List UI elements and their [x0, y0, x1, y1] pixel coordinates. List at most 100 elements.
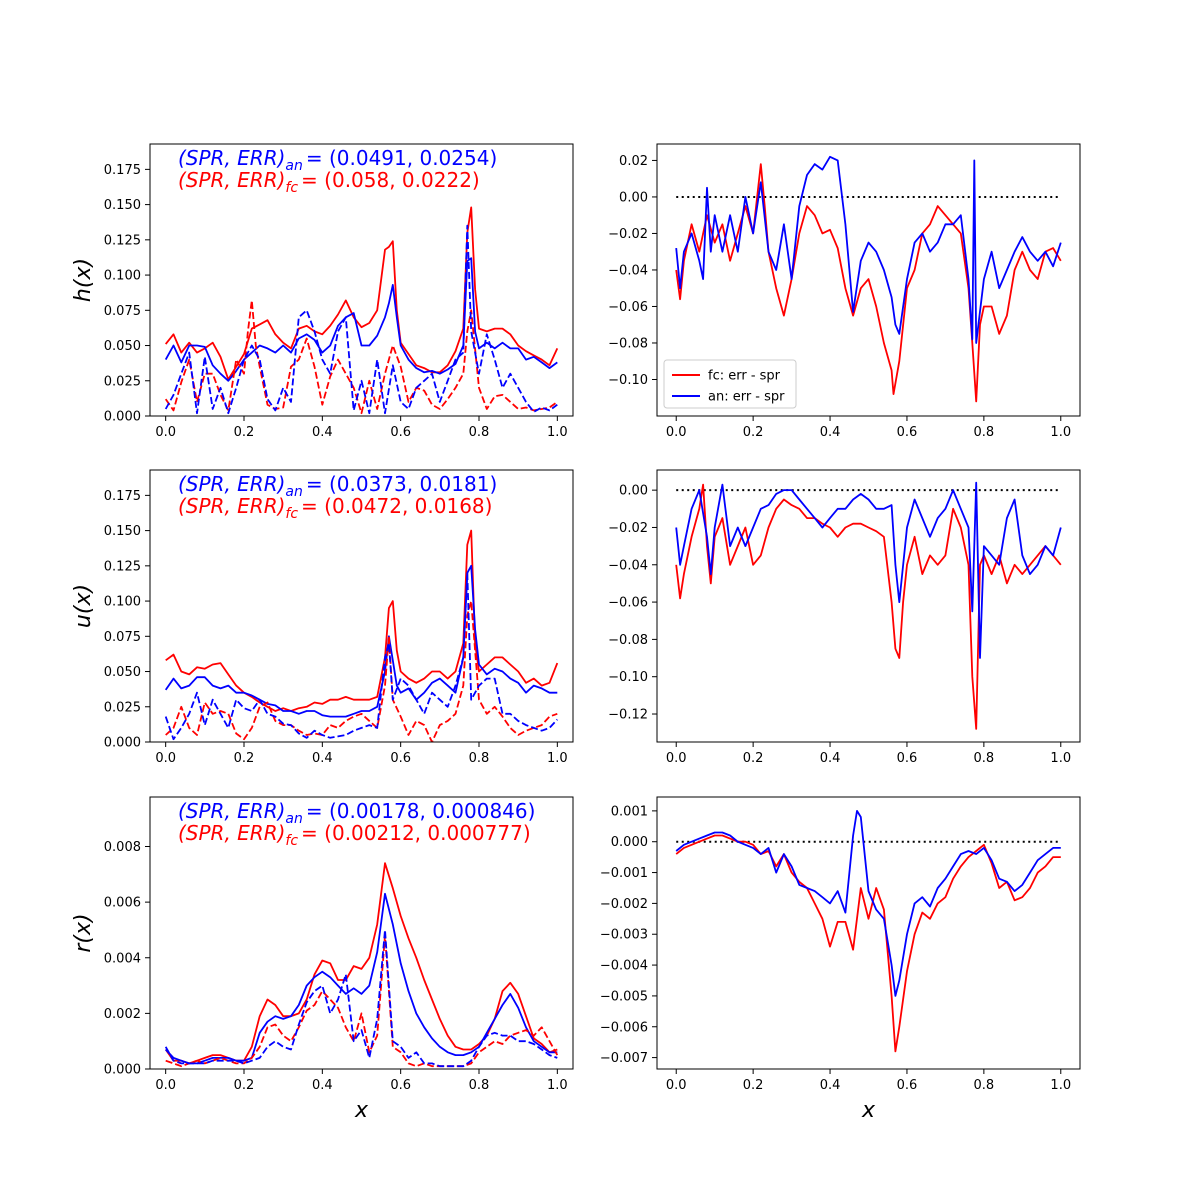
- stat-annotation-an: (SPR, ERR)an = (0.0373, 0.0181): [178, 472, 497, 500]
- panels-group: 0.0 0.2 0.4 0.6 0.8 1.0 0.000 0.025 0.050 0.075 0.…: [71, 143, 1081, 1123]
- series-line-fc-solid: [165, 529, 559, 712]
- y-tick-label: 0.001: [611, 804, 648, 819]
- y-tick-label: −0.10: [608, 670, 648, 685]
- x-tick-label: 0.2: [743, 751, 764, 766]
- series-line-an-solid: [675, 481, 1062, 659]
- y-axis-label: r(x): [71, 913, 96, 952]
- y-tick-label: 0.125: [104, 233, 141, 248]
- series-group: [164, 206, 559, 415]
- y-tick-label: 0.000: [104, 1063, 141, 1078]
- x-tick-label: 0.2: [234, 425, 255, 440]
- legend-label-an: an: err - spr: [708, 390, 785, 405]
- y-tick-label: −0.08: [608, 633, 648, 648]
- series-line-fc-solid: [164, 206, 559, 381]
- series-line-fc-dashed: [164, 299, 558, 415]
- axes-frame: [656, 469, 1081, 743]
- y-tick-label: −0.04: [608, 558, 648, 573]
- y-tick-label: 0.125: [104, 559, 141, 574]
- series-line-an-dashed: [164, 929, 558, 1068]
- y-tick-label: −0.02: [608, 227, 648, 242]
- x-tick-label: 0.4: [312, 751, 333, 766]
- y-tick-label: 0.075: [104, 304, 141, 319]
- x-tick-label: 0.6: [390, 751, 411, 766]
- x-tick-label: 1.0: [1050, 751, 1071, 766]
- x-tick-label: 0.4: [820, 751, 841, 766]
- series-line-fc-solid: [675, 483, 1062, 730]
- y-tick-label: 0.006: [104, 896, 141, 911]
- y-tick-label: −0.004: [600, 959, 648, 974]
- annotation-value: = (0.0373, 0.0181): [306, 472, 497, 496]
- x-tick-label: 0.6: [390, 1078, 411, 1093]
- y-tick-label: −0.003: [600, 928, 648, 943]
- panel-u_main: 0.0 0.2 0.4 0.6 0.8 1.0 0.000 0.025 0.050 0.075 0.…: [71, 469, 574, 766]
- y-tick-label: −0.002: [600, 897, 648, 912]
- y-tick-label: −0.04: [608, 263, 648, 278]
- x-tick-label: 1.0: [547, 1078, 568, 1093]
- annotation-value: = (0.00178, 0.000846): [306, 799, 536, 823]
- series-line-fc-dashed: [165, 600, 558, 742]
- y-tick-label: 0.050: [104, 665, 141, 680]
- x-tick-label: 0.8: [469, 425, 490, 440]
- stat-annotation-fc: (SPR, ERR)fc = (0.00212, 0.000777): [178, 821, 531, 849]
- annotation-subscript: fc: [285, 180, 298, 196]
- y-tick-label: −0.007: [600, 1051, 648, 1066]
- x-tick-label: 0.8: [974, 751, 995, 766]
- x-tick-label: 0.0: [155, 1078, 176, 1093]
- series-line-an-solid: [675, 810, 1061, 997]
- y-tick-label: 0.025: [104, 700, 141, 715]
- panel-h_main: 0.0 0.2 0.4 0.6 0.8 1.0 0.000 0.025 0.050 0.075 0.…: [71, 143, 574, 440]
- x-tick-label: 0.4: [820, 1078, 841, 1093]
- panel-r_diff: 0.0 0.2 0.4 0.6 0.8 1.0 0.001 0.000 −0.001 −0.002…: [600, 796, 1081, 1123]
- y-tick-label: 0.000: [104, 736, 141, 751]
- y-tick-label: 0.100: [104, 269, 141, 284]
- x-tick-label: 0.2: [234, 1078, 255, 1093]
- annotation-subscript: fc: [285, 506, 298, 522]
- y-tick-label: 0.175: [104, 489, 141, 504]
- x-tick-label: 0.0: [666, 425, 687, 440]
- y-tick-label: −0.005: [600, 989, 648, 1004]
- annotation-label: (SPR, ERR): [178, 146, 285, 170]
- x-tick-label: 0.8: [974, 1078, 995, 1093]
- x-tick-label: 0.0: [666, 751, 687, 766]
- x-tick-label: 0.4: [820, 425, 841, 440]
- series-line-an-solid: [165, 892, 558, 1065]
- y-tick-label: 0.02: [619, 154, 648, 169]
- stat-annotation-fc: (SPR, ERR)fc = (0.058, 0.0222): [178, 168, 480, 196]
- annotation-label: (SPR, ERR): [178, 494, 285, 518]
- panel-h_diff: 0.0 0.2 0.4 0.6 0.8 1.0 0.02 0.00 −0.02 −0.04 −0.0…: [608, 143, 1081, 440]
- x-tick-label: 1.0: [1050, 425, 1071, 440]
- y-tick-label: 0.004: [104, 951, 141, 966]
- x-tick-label: 0.2: [743, 425, 764, 440]
- x-tick-label: 0.4: [312, 425, 333, 440]
- x-tick-label: 0.8: [469, 1078, 490, 1093]
- y-tick-label: 0.00: [619, 484, 648, 499]
- series-line-an-dashed: [164, 224, 558, 415]
- x-tick-label: 0.0: [155, 751, 176, 766]
- x-tick-label: 1.0: [1050, 1078, 1071, 1093]
- panel-u_diff: 0.0 0.2 0.4 0.6 0.8 1.0 0.00 −0.02 −0.04 −0.06 −0.…: [608, 469, 1081, 766]
- annotation-label: (SPR, ERR): [178, 799, 285, 823]
- y-tick-label: −0.02: [608, 521, 648, 536]
- annotation-subscript: an: [285, 811, 302, 827]
- x-tick-label: 1.0: [547, 425, 568, 440]
- x-tick-label: 0.6: [390, 425, 411, 440]
- annotation-value: = (0.058, 0.0222): [301, 168, 480, 192]
- series-line-fc-dashed: [165, 934, 559, 1068]
- series-group: [164, 862, 559, 1068]
- x-tick-label: 0.8: [469, 751, 490, 766]
- stat-annotation-an: (SPR, ERR)an = (0.0491, 0.0254): [178, 146, 497, 174]
- y-tick-label: 0.075: [104, 630, 141, 645]
- y-tick-label: 0.150: [104, 524, 141, 539]
- y-tick-label: 0.002: [104, 1007, 141, 1022]
- y-tick-label: −0.06: [608, 300, 648, 315]
- series-group: [675, 155, 1062, 403]
- series-line-an-solid: [164, 564, 558, 718]
- y-tick-label: 0.00: [619, 190, 648, 205]
- axes-frame: [149, 469, 574, 743]
- series-line-an-solid: [675, 155, 1062, 344]
- series-line-an-dashed: [164, 572, 558, 741]
- y-tick-label: −0.12: [608, 708, 648, 723]
- y-axis-label: u(x): [71, 584, 96, 628]
- x-tick-label: 0.6: [897, 425, 918, 440]
